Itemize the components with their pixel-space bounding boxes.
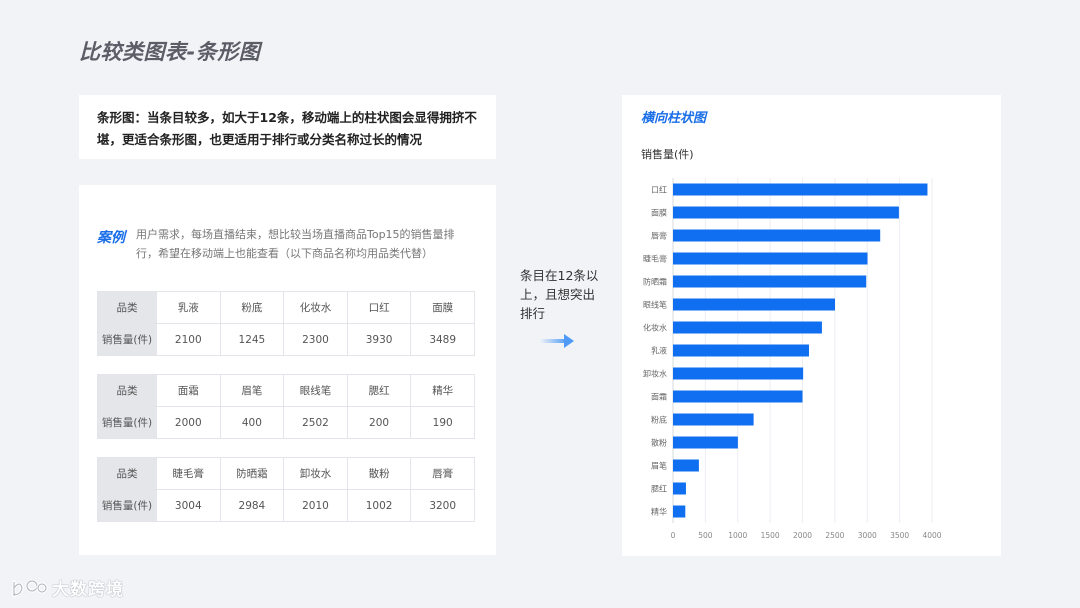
chart-axis-label: 销售量(件)	[641, 148, 694, 161]
table-header-cell: 销售量(件)	[97, 406, 157, 439]
y-category-label: 眉笔	[651, 461, 667, 471]
table-value-cell: 3930	[346, 323, 412, 356]
x-tick-label: 2500	[825, 531, 844, 540]
data-table-1: 品类 乳液 粉底 化妆水 口红 面膜 销售量(件) 2100 1245 2300…	[97, 291, 475, 356]
bar	[673, 298, 836, 311]
bar	[673, 344, 809, 357]
bar	[673, 482, 686, 495]
table-category-cell: 卸妆水	[283, 457, 348, 490]
y-category-label: 卸妆水	[643, 369, 667, 379]
y-category-label: 眼线笔	[643, 300, 667, 310]
y-category-label: 腮红	[651, 484, 667, 494]
table-value-cell: 3004	[156, 489, 221, 522]
bar	[673, 275, 867, 288]
x-tick-label: 4000	[922, 531, 941, 540]
case-label: 案例	[97, 230, 125, 246]
table-value-row: 销售量(件) 2000 400 2502 200 190	[97, 406, 475, 439]
table-header-cell: 品类	[97, 457, 157, 490]
table-value-cell: 2010	[283, 489, 348, 522]
y-category-label: 化妆水	[643, 323, 667, 333]
table-value-cell: 200	[346, 406, 412, 439]
bar	[673, 390, 803, 403]
table-category-cell: 睫毛膏	[156, 457, 221, 490]
logo-text: 大数跨境	[52, 580, 124, 600]
table-category-cell: 眉笔	[219, 374, 285, 407]
x-tick-label: 1000	[728, 531, 747, 540]
bar	[673, 367, 804, 380]
table-value-cell: 1002	[346, 489, 412, 522]
x-tick-label: 3500	[890, 531, 909, 540]
table-category-cell: 口红	[346, 291, 412, 324]
intro-card: 条形图：当条目较多，如大于12条，移动端上的柱状图会显得拥挤不堪，更适合条形图，…	[79, 95, 496, 159]
table-value-cell: 2984	[219, 489, 285, 522]
case-description: 用户需求，每场直播结束，想比较当场直播商品Top15的销售量排行，希望在移动端上…	[136, 228, 455, 260]
x-tick-label: 3000	[858, 531, 877, 540]
case-card: 案例 用户需求，每场直播结束，想比较当场直播商品Top15的销售量排行，希望在移…	[79, 185, 496, 555]
table-value-cell: 2100	[156, 323, 221, 356]
chart-card: 横向柱状图 销售量(件) 0 500 1000 1500 2000 2500 3000 350…	[622, 95, 1001, 556]
table-category-cell: 乳液	[156, 291, 221, 324]
bar	[673, 252, 868, 265]
bar	[673, 229, 881, 242]
table-value-cell: 1245	[219, 323, 285, 356]
table-value-cell: 190	[410, 406, 475, 439]
y-category-label: 散粉	[651, 438, 667, 448]
table-value-row: 销售量(件) 3004 2984 2010 1002 3200	[97, 489, 475, 522]
data-table-3: 品类 睫毛膏 防晒霜 卸妆水 散粉 唇膏 销售量(件) 3004 2984 20…	[97, 457, 475, 522]
y-category-label: 防晒霜	[643, 277, 667, 287]
table-category-cell: 防晒霜	[219, 457, 285, 490]
table-value-cell: 2502	[283, 406, 348, 439]
table-category-cell: 腮红	[346, 374, 412, 407]
x-tick-label: 2000	[793, 531, 812, 540]
table-value-cell: 3200	[410, 489, 475, 522]
table-header-row: 品类 睫毛膏 防晒霜 卸妆水 散粉 唇膏	[97, 457, 475, 490]
y-category-label: 面膜	[651, 208, 667, 218]
table-category-cell: 精华	[410, 374, 475, 407]
x-tick-label: 0	[671, 531, 676, 540]
y-category-label: 乳液	[651, 346, 667, 356]
y-category-label: 睫毛膏	[643, 254, 667, 264]
y-category-label: 口红	[651, 185, 667, 195]
table-header-cell: 销售量(件)	[97, 489, 157, 522]
table-header-cell: 品类	[97, 291, 157, 324]
table-value-cell: 400	[219, 406, 285, 439]
bar	[673, 321, 822, 334]
table-header-row: 品类 乳液 粉底 化妆水 口红 面膜	[97, 291, 475, 324]
chart-title: 横向柱状图	[641, 111, 707, 126]
y-category-label: 精华	[651, 507, 667, 517]
table-header-cell: 销售量(件)	[97, 323, 157, 356]
intro-text: 条形图：当条目较多，如大于12条，移动端上的柱状图会显得拥挤不堪，更适合条形图，…	[97, 110, 477, 147]
transition-text: 条目在12条以上，且想突出排行	[520, 268, 599, 321]
table-category-cell: 散粉	[346, 457, 412, 490]
logo: 大数跨境	[10, 575, 124, 600]
bar	[673, 436, 738, 449]
table-value-cell: 3489	[410, 323, 475, 356]
data-table-2: 品类 面霜 眉笔 眼线笔 腮红 精华 销售量(件) 2000 400 2502 …	[97, 374, 475, 439]
table-category-cell: 化妆水	[283, 291, 348, 324]
y-category-label: 唇膏	[651, 231, 667, 241]
bar	[673, 183, 928, 196]
table-category-cell: 唇膏	[410, 457, 475, 490]
right-arrow-icon	[540, 334, 574, 348]
y-category-label: 面霜	[651, 393, 667, 402]
logo-icon	[12, 579, 48, 597]
y-category-label: 粉底	[651, 415, 667, 425]
table-category-cell: 面霜	[156, 374, 221, 407]
table-value-row: 销售量(件) 2100 1245 2300 3930 3489	[97, 323, 475, 356]
bar	[673, 206, 899, 219]
table-category-cell: 粉底	[219, 291, 285, 324]
table-category-cell: 面膜	[410, 291, 475, 324]
table-header-row: 品类 面霜 眉笔 眼线笔 腮红 精华	[97, 374, 475, 407]
table-category-cell: 眼线笔	[283, 374, 348, 407]
x-tick-label: 1500	[761, 531, 780, 540]
bar	[673, 413, 754, 426]
x-tick-label: 500	[698, 531, 713, 540]
page-title: 比较类图表-条形图	[79, 40, 261, 64]
table-value-cell: 2300	[283, 323, 348, 356]
bar-chart: 0 500 1000 1500 2000 2500 3000 3500 4000 口红面膜唇膏睫毛…	[643, 178, 942, 540]
table-value-cell: 2000	[156, 406, 221, 439]
table-header-cell: 品类	[97, 374, 157, 407]
bar	[673, 459, 699, 472]
bar	[673, 505, 686, 518]
